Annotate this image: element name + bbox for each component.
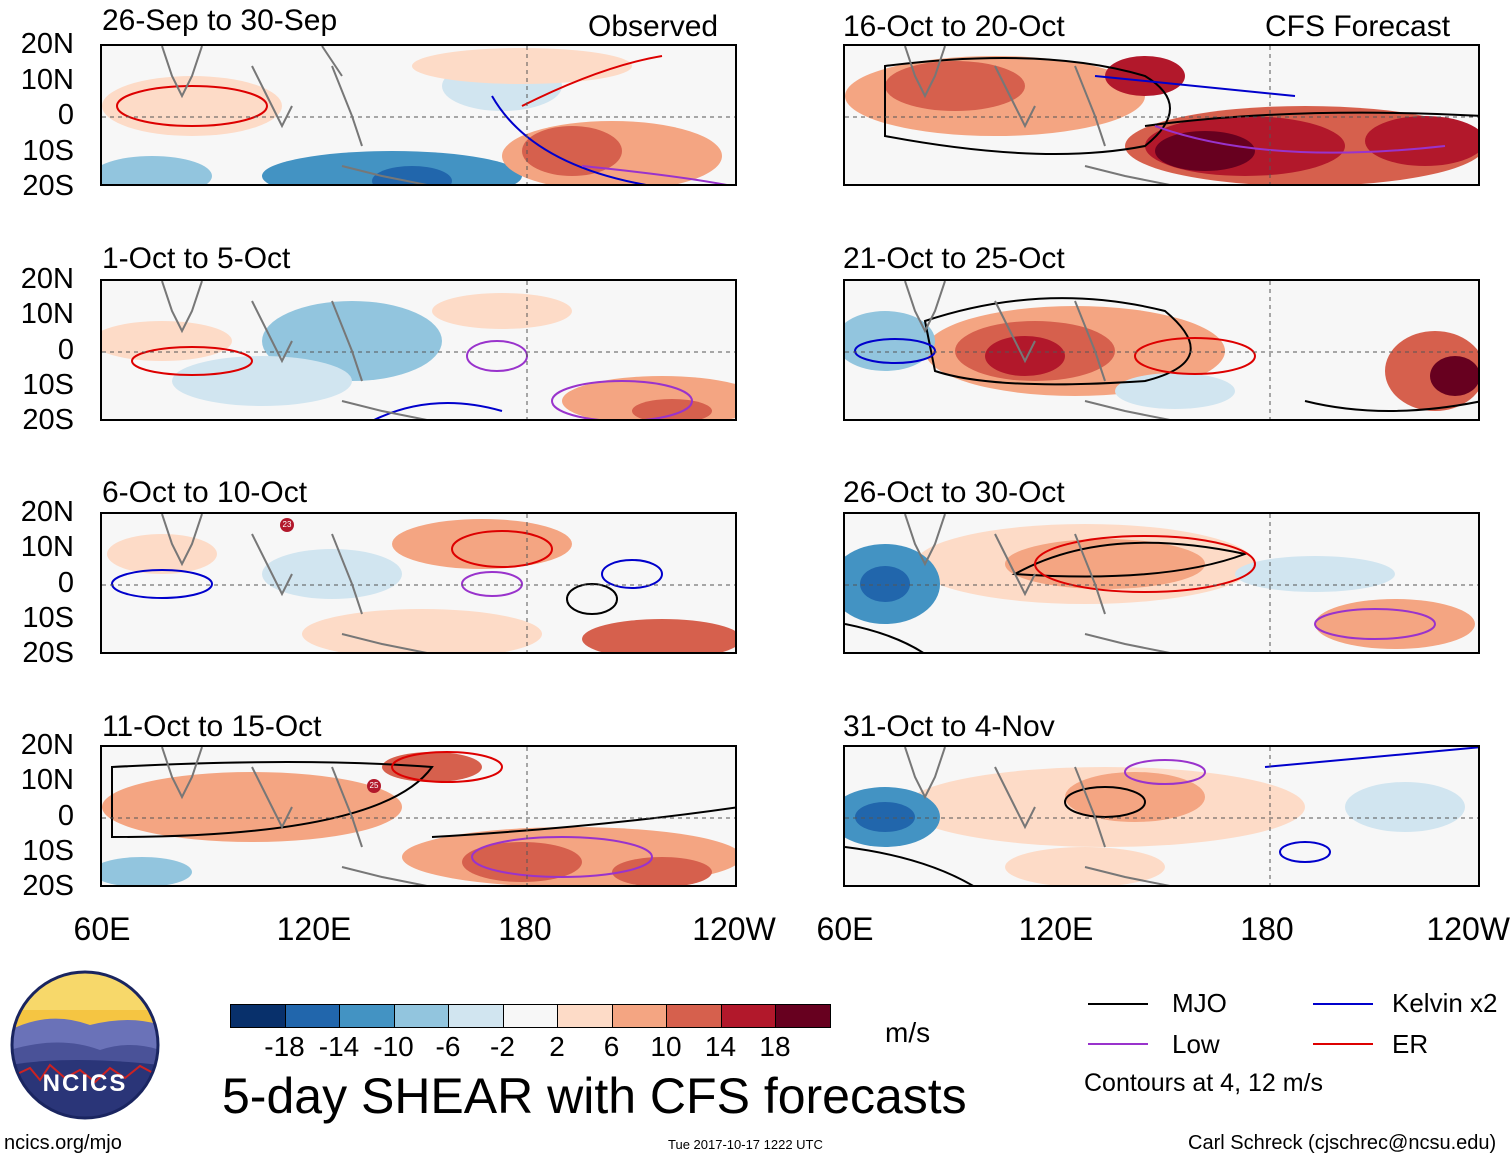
panel-title: 1-Oct to 5-Oct [102, 242, 291, 275]
lat-label: 10S [22, 835, 74, 867]
shear-field [102, 514, 735, 652]
colorbar-tick: -18 [264, 1031, 305, 1062]
lon-label: 60E [816, 911, 874, 947]
lat-label: 20N [20, 729, 74, 761]
legend-note: Contours at 4, 12 m/s [1084, 1069, 1324, 1097]
shear-map [843, 279, 1480, 421]
legend-label: Low [1172, 1029, 1220, 1059]
colorbar-tick: 14 [704, 1031, 737, 1062]
panel-title: 11-Oct to 15-Oct [102, 710, 322, 743]
legend-label: Kelvin x2 [1392, 988, 1498, 1018]
footer-credit: Carl Schreck (cjschrec@ncsu.edu) [1188, 1132, 1497, 1154]
panel-tag-observed: Observed [588, 10, 719, 43]
colorbar-units: m/s [885, 1017, 931, 1048]
lat-label: 10N [20, 64, 74, 96]
shear-field [102, 747, 735, 885]
colorbar-tick: 6 [603, 1031, 620, 1062]
shear-map: 25 [100, 745, 737, 887]
shear-map: 23 [100, 512, 737, 654]
colorbar-tick: -6 [435, 1031, 461, 1062]
lat-label: 10N [20, 531, 74, 563]
shear-field [845, 514, 1478, 652]
logo-text: NCICS [42, 1070, 128, 1097]
colorbar-cell [775, 1004, 831, 1028]
main-title: 5-day SHEAR with CFS forecasts [222, 1068, 967, 1124]
colorbar-tick: 18 [759, 1031, 791, 1062]
footer-timestamp: Tue 2017-10-17 1222 UTC [668, 1137, 823, 1152]
logo-icon [10, 970, 160, 1120]
lat-label: 10S [22, 369, 74, 401]
colorbar-tick: -10 [373, 1031, 414, 1062]
legend-label: MJO [1172, 988, 1227, 1018]
footer-url[interactable]: ncics.org/mjo [4, 1132, 122, 1154]
shear-map [843, 745, 1480, 887]
colorbar-cell [666, 1004, 722, 1028]
ncics-logo: NCICS [10, 970, 160, 1120]
lat-label: 20S [22, 870, 74, 902]
lon-label: 60E [73, 911, 131, 947]
colorbar-tick: 10 [650, 1031, 682, 1062]
shear-map [843, 44, 1480, 186]
panel-title: 31-Oct to 4-Nov [843, 710, 1055, 743]
lat-label: 10N [20, 764, 74, 796]
lat-label: 0 [57, 334, 74, 366]
legend-swatch-low [1088, 1043, 1148, 1045]
colorbar-cell [502, 1004, 558, 1028]
lat-label: 20S [22, 637, 74, 669]
panel-title: 26-Oct to 30-Oct [843, 476, 1065, 509]
lon-label: 120E [276, 911, 352, 947]
shear-map [843, 512, 1480, 654]
panel-title: 26-Sep to 30-Sep [102, 4, 338, 37]
lon-label: 180 [1240, 911, 1294, 947]
shear-map [100, 44, 737, 186]
panel-title: 21-Oct to 25-Oct [843, 242, 1065, 275]
shear-field [845, 281, 1478, 419]
lat-label: 10S [22, 602, 74, 634]
legend-label: ER [1392, 1029, 1429, 1059]
colorbar-tick: -14 [318, 1031, 360, 1062]
colorbar-tick: 2 [549, 1031, 565, 1062]
lat-label: 0 [57, 99, 74, 131]
legend-swatch-kelvin [1313, 1003, 1373, 1005]
shear-field [102, 281, 735, 419]
colorbar-cell [284, 1004, 340, 1028]
shear-field [845, 747, 1478, 885]
legend-swatch-mjo [1088, 1003, 1148, 1005]
lat-label: 20N [20, 28, 74, 60]
lon-label: 120W [1426, 911, 1510, 947]
lat-label: 0 [57, 567, 74, 599]
lat-label: 20N [20, 263, 74, 295]
colorbar-cell [720, 1004, 776, 1028]
panel-tag-cfs: CFS Forecast [1265, 10, 1451, 43]
lat-label: 20N [20, 496, 74, 528]
shear-field [102, 46, 735, 184]
lat-label: 20S [22, 170, 74, 202]
lon-label: 180 [498, 911, 552, 947]
legend-swatch-er [1313, 1043, 1373, 1045]
storm-marker: 25 [367, 779, 381, 793]
colorbar-cell [393, 1004, 449, 1028]
shear-map [100, 279, 737, 421]
panel-title: 16-Oct to 20-Oct [843, 10, 1065, 43]
colorbar-cell [339, 1004, 395, 1028]
storm-marker: 23 [280, 518, 294, 532]
colorbar-cell [448, 1004, 504, 1028]
lat-label: 0 [57, 800, 74, 832]
lat-label: 10N [20, 298, 74, 330]
lat-label: 20S [22, 404, 74, 436]
colorbar-cell [611, 1004, 667, 1028]
lon-label: 120W [692, 911, 776, 947]
colorbar-tick: -2 [490, 1031, 515, 1062]
colorbar-cell [230, 1004, 286, 1028]
panel-title: 6-Oct to 10-Oct [102, 476, 308, 509]
lat-label: 10S [22, 135, 74, 167]
shear-field [845, 46, 1478, 184]
colorbar-cell [557, 1004, 613, 1028]
lon-label: 120E [1018, 911, 1094, 947]
